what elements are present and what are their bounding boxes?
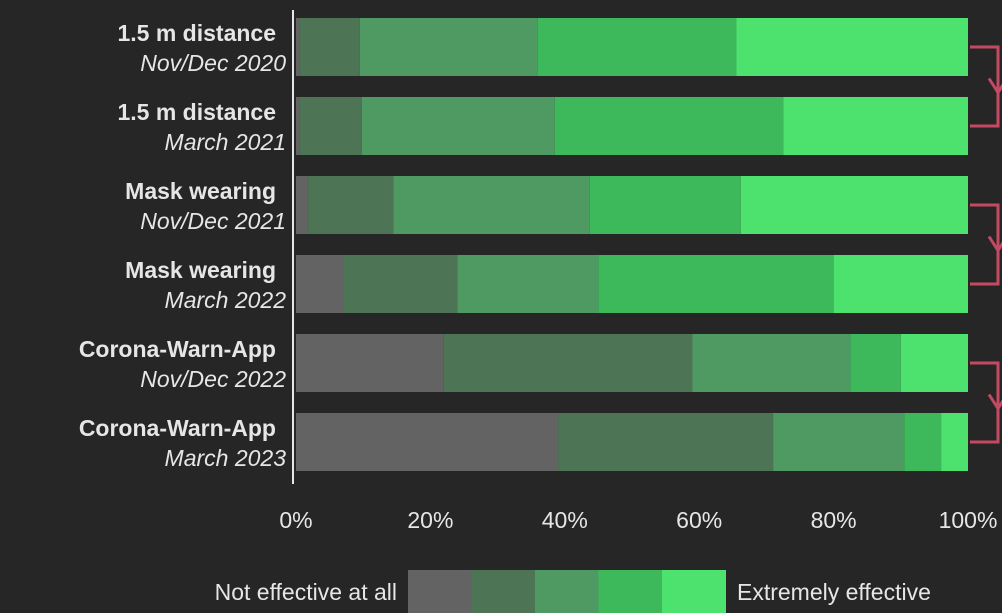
category-label: Corona-Warn-App [79, 415, 276, 441]
category-period-label: Nov/Dec 2022 [140, 366, 286, 392]
bar-segment [296, 18, 300, 76]
bar-segment [900, 334, 968, 392]
bar-segment [558, 413, 774, 471]
bar-segment [736, 18, 968, 76]
x-tick-label: 100% [939, 507, 998, 533]
bar-segment [904, 413, 942, 471]
bar-segment [941, 413, 968, 471]
bar-segment [343, 255, 458, 313]
x-tick-label: 0% [279, 507, 312, 533]
bar-segment [783, 97, 968, 155]
bar-segment [850, 334, 901, 392]
category-period-label: Nov/Dec 2021 [140, 208, 286, 234]
category-label: Mask wearing [125, 257, 276, 283]
bar-segment [296, 334, 444, 392]
bar-segment [537, 18, 737, 76]
legend-swatch [471, 570, 536, 613]
category-period-label: March 2022 [165, 287, 287, 313]
legend-swatch [662, 570, 726, 613]
bar-segment [740, 176, 968, 234]
bar-segment [296, 255, 344, 313]
bar-segment [296, 413, 559, 471]
legend-swatch [535, 570, 599, 613]
bar-segment [598, 255, 834, 313]
legend-low-label: Not effective at all [215, 579, 397, 605]
bar-segment [589, 176, 741, 234]
bracket-arrow-icon [987, 235, 1002, 254]
bar-segment [393, 176, 590, 234]
bar-segment [443, 334, 693, 392]
legend-swatch [408, 570, 472, 613]
bracket-arrow-icon [987, 393, 1002, 412]
bar-segment [299, 18, 360, 76]
bar-segment [692, 334, 851, 392]
legend-high-label: Extremely effective [737, 579, 931, 605]
bar-segment [296, 97, 300, 155]
category-period-label: Nov/Dec 2020 [140, 50, 286, 76]
x-tick-label: 40% [542, 507, 588, 533]
bar-segment [296, 176, 309, 234]
bar-segment [833, 255, 968, 313]
category-label: Corona-Warn-App [79, 336, 276, 362]
comparison-bracket [970, 203, 1000, 286]
category-label: Mask wearing [125, 178, 276, 204]
bar-segment [299, 97, 362, 155]
bar-segment [457, 255, 599, 313]
category-label: 1.5 m distance [117, 99, 276, 125]
bar-segment [773, 413, 905, 471]
legend-swatch [598, 570, 663, 613]
category-label: 1.5 m distance [117, 20, 276, 46]
x-tick-label: 20% [407, 507, 453, 533]
category-period-label: March 2021 [165, 129, 286, 155]
bar-segment [308, 176, 394, 234]
comparison-bracket [970, 361, 1000, 444]
x-tick-label: 80% [811, 507, 857, 533]
bar-segment [361, 97, 555, 155]
bar-segment [554, 97, 784, 155]
x-tick-label: 60% [676, 507, 722, 533]
comparison-bracket [970, 45, 1000, 128]
bar-segment [359, 18, 538, 76]
category-period-label: March 2023 [165, 445, 287, 471]
bracket-arrow-icon [987, 77, 1002, 96]
